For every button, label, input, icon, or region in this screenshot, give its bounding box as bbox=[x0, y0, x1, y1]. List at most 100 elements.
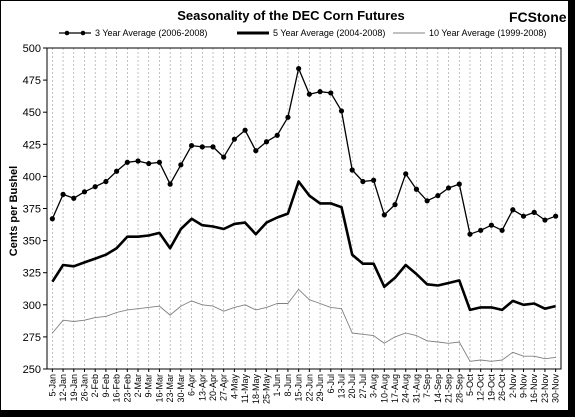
x-tick-label-10: 16-Mar bbox=[154, 374, 164, 403]
series-0-point-17 bbox=[231, 136, 237, 142]
x-tick-label-16: 27-Apr bbox=[219, 374, 229, 401]
x-tick-label-45: 16-Nov bbox=[529, 374, 539, 404]
series-0-point-18 bbox=[242, 127, 248, 133]
x-tick-label-14: 13-Apr bbox=[197, 374, 207, 401]
x-tick-label-22: 8-Jun bbox=[283, 374, 293, 397]
series-0-point-19 bbox=[253, 148, 259, 154]
x-tick-label-34: 31-Aug bbox=[411, 374, 421, 403]
x-tick-label-11: 23-Mar bbox=[165, 374, 175, 403]
x-tick-label-21: 1-Jun bbox=[272, 374, 282, 397]
series-line-2 bbox=[52, 288, 556, 362]
series-0-point-32 bbox=[392, 202, 398, 208]
x-tick-label-44: 9-Nov bbox=[519, 374, 529, 399]
series-0-point-11 bbox=[167, 181, 173, 187]
x-tick-label-37: 21-Sep bbox=[444, 374, 454, 403]
x-tick-label-28: 20-Jul bbox=[347, 374, 357, 399]
series-0-point-44 bbox=[520, 213, 527, 219]
x-tick-label-5: 9-Feb bbox=[101, 374, 111, 398]
series-0-point-43 bbox=[510, 207, 516, 213]
series-0-point-28 bbox=[349, 167, 355, 173]
y-tick-label-0: 250 bbox=[23, 364, 41, 376]
x-tick-label-38: 28-Sep bbox=[454, 374, 464, 403]
series-0-point-16 bbox=[221, 154, 227, 160]
y-tick-label-4: 350 bbox=[23, 236, 41, 248]
series-0-point-36 bbox=[435, 193, 441, 199]
series-0-point-37 bbox=[445, 185, 452, 191]
x-tick-label-25: 29-Jun bbox=[315, 374, 325, 402]
y-tick-label-1: 275 bbox=[23, 332, 41, 344]
series-0-point-7 bbox=[124, 159, 130, 165]
x-tick-label-33: 24-Aug bbox=[401, 374, 411, 403]
series-0-point-22 bbox=[285, 114, 291, 120]
x-tick-label-20: 25-May bbox=[262, 374, 272, 405]
legend-item-3yr: 3 Year Average (2006-2008) bbox=[59, 28, 207, 38]
series-0-point-14 bbox=[199, 144, 205, 150]
x-tick-label-35: 7-Sep bbox=[422, 374, 432, 398]
y-tick-label-5: 375 bbox=[23, 204, 41, 216]
series-0-point-5 bbox=[103, 178, 109, 185]
series-0-point-29 bbox=[360, 178, 366, 185]
x-tick-label-40: 12-Oct bbox=[476, 374, 486, 402]
y-tick-label-6: 400 bbox=[23, 171, 41, 183]
x-tick-label-41: 19-Oct bbox=[486, 374, 496, 402]
x-tick-label-6: 16-Feb bbox=[112, 374, 122, 403]
series-0-point-27 bbox=[338, 108, 345, 114]
legend: 3 Year Average (2006-2008) 5 Year Averag… bbox=[59, 28, 546, 38]
series-0-point-35 bbox=[424, 198, 430, 204]
y-tick-label-9: 475 bbox=[23, 75, 41, 87]
series-0-point-20 bbox=[263, 139, 270, 145]
x-tick-label-42: 26-Oct bbox=[497, 374, 507, 402]
y-tick-label-2: 300 bbox=[23, 300, 41, 312]
x-tick-label-27: 13-Jul bbox=[336, 374, 346, 399]
series-0-point-39 bbox=[467, 231, 473, 237]
x-tick-label-36: 14-Sep bbox=[433, 374, 443, 403]
x-tick-label-1: 12-Jan bbox=[58, 374, 68, 402]
x-tick-label-46: 23-Nov bbox=[540, 374, 550, 404]
x-tick-label-30: 3-Aug bbox=[369, 374, 379, 398]
series-0-point-6 bbox=[114, 168, 120, 174]
chart-frame: Seasonality of the DEC Corn Futures FCSt… bbox=[0, 0, 569, 411]
x-tick-label-18: 11-May bbox=[240, 374, 250, 404]
series-line-1 bbox=[51, 180, 556, 312]
x-tick-label-2: 19-Jan bbox=[69, 374, 79, 402]
series-0-point-42 bbox=[499, 227, 505, 233]
series-0-point-8 bbox=[135, 158, 141, 164]
series-0-point-41 bbox=[488, 222, 494, 228]
x-tick-label-3: 26-Jan bbox=[79, 374, 89, 402]
series-line-0 bbox=[51, 67, 556, 235]
series-0-point-33 bbox=[403, 171, 409, 177]
legend-item-10yr: 10 Year Average (1999-2008) bbox=[393, 28, 546, 38]
series-0-point-34 bbox=[413, 186, 420, 192]
chart-svg: Seasonality of the DEC Corn Futures FCSt… bbox=[8, 8, 567, 405]
x-tick-label-13: 6-Apr bbox=[187, 374, 197, 396]
series-0-point-40 bbox=[478, 227, 484, 233]
series-0-point-13 bbox=[188, 142, 195, 149]
x-tick-label-4: 2-Feb bbox=[90, 374, 100, 398]
series-0-point-23 bbox=[296, 65, 302, 72]
series-0-point-45 bbox=[531, 209, 537, 215]
legend-label-10yr: 10 Year Average (1999-2008) bbox=[429, 28, 546, 38]
x-tick-label-23: 15-Jun bbox=[294, 374, 304, 402]
chart-title: Seasonality of the DEC Corn Futures bbox=[177, 8, 405, 23]
x-tick-label-17: 4-May bbox=[229, 374, 239, 400]
series-0-point-38 bbox=[456, 181, 462, 187]
legend-label-3yr: 3 Year Average (2006-2008) bbox=[95, 28, 207, 38]
x-tick-label-19: 18-May bbox=[251, 374, 261, 405]
plot-border bbox=[46, 47, 562, 370]
series-0-point-47 bbox=[553, 213, 559, 219]
x-tick-label-0: 5-Jan bbox=[47, 374, 57, 397]
x-tick-label-15: 20-Apr bbox=[208, 374, 218, 401]
series-0-point-0 bbox=[49, 216, 55, 222]
x-tick-label-8: 2-Mar bbox=[133, 374, 143, 398]
y-tick-label-7: 425 bbox=[23, 139, 41, 151]
series-0-point-25 bbox=[317, 89, 323, 95]
series-0-point-4 bbox=[92, 184, 98, 190]
y-axis-title: Cents per Bushel bbox=[8, 166, 20, 256]
series-0-point-46 bbox=[542, 217, 548, 223]
series-0-point-9 bbox=[146, 160, 152, 167]
x-tick-label-29: 27-Jul bbox=[358, 374, 368, 399]
x-tick-label-39: 5-Oct bbox=[465, 374, 475, 397]
series-0-point-21 bbox=[274, 132, 280, 138]
fcstone-logo: FCStone bbox=[509, 9, 567, 25]
x-tick-label-12: 30-Mar bbox=[176, 374, 186, 403]
